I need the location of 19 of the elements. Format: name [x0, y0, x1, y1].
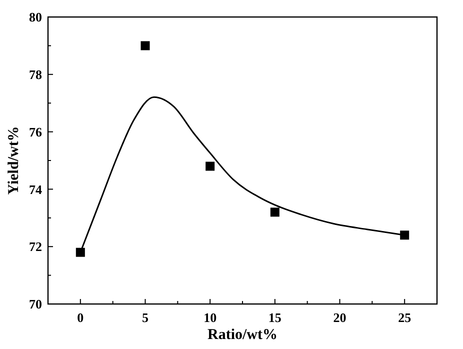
x-tick-label: 10	[204, 310, 217, 325]
point	[206, 162, 215, 171]
y-tick-label: 74	[29, 182, 42, 197]
y-tick-label: 72	[29, 239, 42, 254]
x-tick-label: 25	[398, 310, 412, 325]
x-axis-title: Ratio/wt%	[208, 327, 278, 343]
point	[76, 248, 85, 257]
x-tick-label: 0	[77, 310, 84, 325]
y-tick-label: 70	[29, 296, 42, 312]
point	[140, 41, 150, 50]
point	[400, 230, 410, 240]
x-tick-label: 15	[268, 310, 282, 325]
y-axis-title: Yield/wt%	[6, 126, 22, 195]
y-tick-label: 76	[29, 124, 42, 140]
x-tick-label: 20	[333, 310, 346, 325]
x-tick-label: 5	[142, 310, 149, 325]
y-tick-label: 80	[29, 10, 42, 25]
y-tick-label: 78	[29, 66, 42, 82]
point	[270, 208, 280, 217]
